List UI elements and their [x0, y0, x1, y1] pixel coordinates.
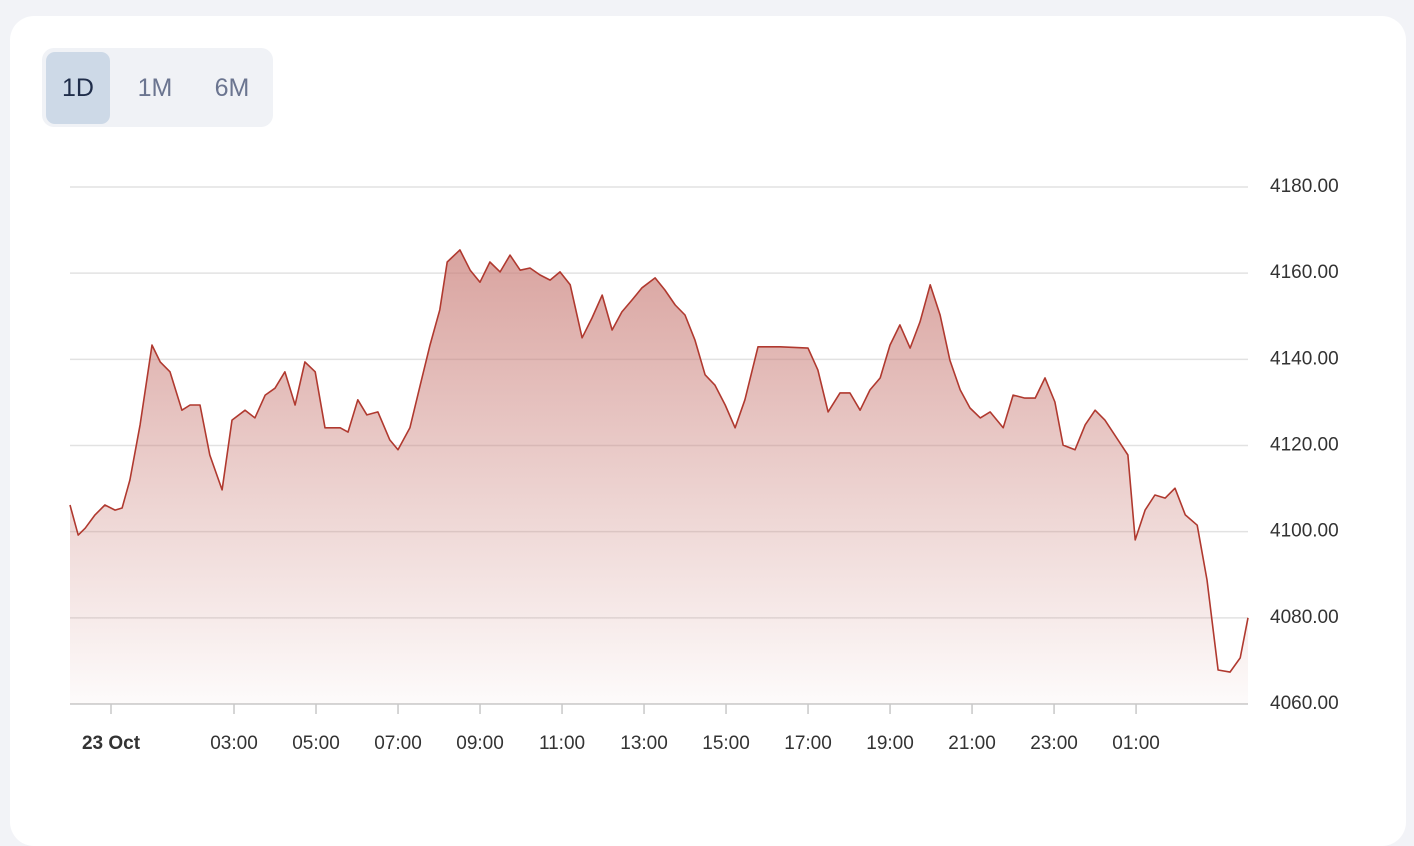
y-tick-label: 4120.00	[1270, 435, 1339, 456]
x-tick-label: 23 Oct	[82, 733, 141, 754]
x-tick-label: 19:00	[866, 733, 914, 754]
y-tick-label: 4060.00	[1270, 693, 1339, 714]
y-tick-label: 4140.00	[1270, 348, 1339, 369]
x-tick-label: 23:00	[1030, 733, 1078, 754]
y-tick-label: 4180.00	[1270, 176, 1339, 197]
x-tick-label: 11:00	[539, 733, 585, 754]
area	[70, 249, 1248, 704]
x-tick-label: 21:00	[948, 733, 996, 754]
x-tick-label: 01:00	[1112, 733, 1160, 754]
x-tick-label: 03:00	[210, 733, 258, 754]
y-tick-label: 4080.00	[1270, 607, 1339, 628]
x-tick-label: 13:00	[620, 733, 668, 754]
x-tick-label: 17:00	[784, 733, 832, 754]
range-button[interactable]: 6M	[214, 74, 250, 102]
range-button[interactable]: 1M	[137, 74, 173, 102]
x-tick-label: 05:00	[292, 733, 340, 754]
y-tick-label: 4160.00	[1270, 262, 1339, 283]
range-button[interactable]: 1D	[46, 52, 110, 124]
x-tick-label: 15:00	[702, 733, 750, 754]
line	[69, 249, 1249, 673]
range-selector: 1D 1M 6M	[42, 48, 273, 127]
x-tick-label: 07:00	[374, 733, 422, 754]
y-tick-label: 4100.00	[1270, 521, 1339, 542]
x-tick-label: 09:00	[456, 733, 504, 754]
